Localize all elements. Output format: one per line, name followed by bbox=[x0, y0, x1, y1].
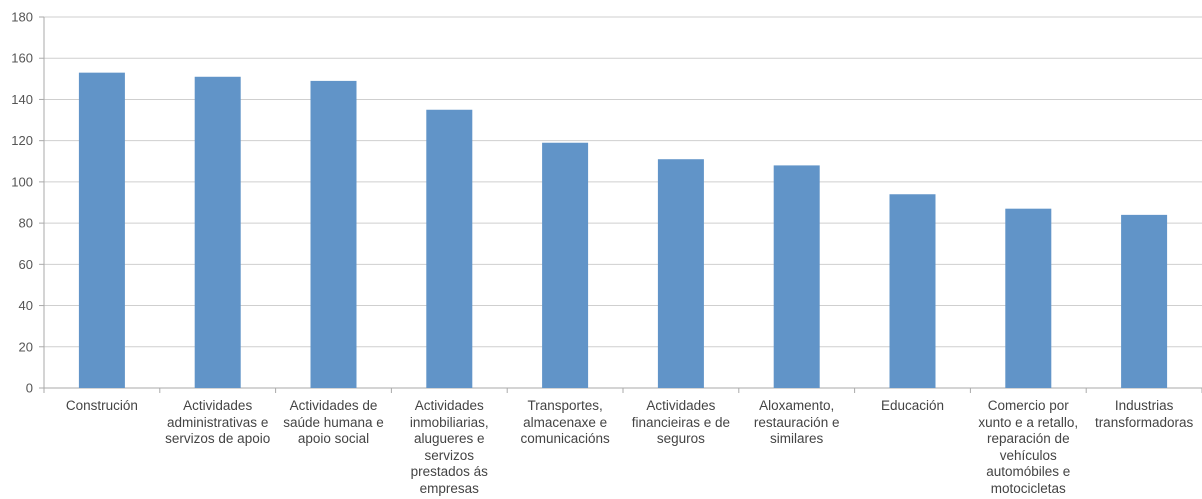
y-tick-label: 0 bbox=[26, 381, 33, 396]
bar bbox=[657, 159, 704, 388]
x-tick-label: Comercio por xunto e a retallo, reparaci… bbox=[978, 398, 1079, 496]
x-tick-label: Actividades administrativas e servizos d… bbox=[165, 398, 271, 446]
y-tick-label: 160 bbox=[11, 51, 33, 66]
x-tick-label: Industrias transformadoras bbox=[1094, 398, 1194, 430]
y-tick-label: 80 bbox=[19, 216, 33, 231]
bar bbox=[310, 80, 357, 389]
bar bbox=[542, 142, 589, 388]
bar bbox=[773, 165, 820, 388]
y-tick-label: 120 bbox=[11, 133, 33, 148]
y-tick-label: 20 bbox=[19, 339, 33, 354]
y-tick-label: 100 bbox=[11, 174, 33, 189]
x-tick-label: Actividades inmobiliarias, alugueres e s… bbox=[409, 398, 489, 496]
x-tick-label: Actividades de saúde humana e apoio soci… bbox=[283, 398, 384, 446]
y-tick-label: 40 bbox=[19, 298, 33, 313]
bar bbox=[1121, 214, 1168, 388]
bar bbox=[78, 72, 125, 389]
y-tick-label: 140 bbox=[11, 92, 33, 107]
bar bbox=[194, 76, 241, 389]
bar bbox=[426, 109, 473, 388]
x-tick-label: Transportes, almacenaxe e comunicacións bbox=[520, 398, 610, 446]
bar bbox=[889, 194, 936, 388]
x-tick-label: Educación bbox=[880, 398, 945, 413]
x-tick-label: Aloxamento, restauración e similares bbox=[753, 398, 840, 446]
y-tick-label: 60 bbox=[19, 257, 33, 272]
bar bbox=[1005, 208, 1052, 388]
y-tick-label: 180 bbox=[11, 10, 33, 25]
x-tick-label: Actividades financieiras e de seguros bbox=[631, 398, 731, 446]
x-tick-label: Construción bbox=[65, 398, 138, 413]
